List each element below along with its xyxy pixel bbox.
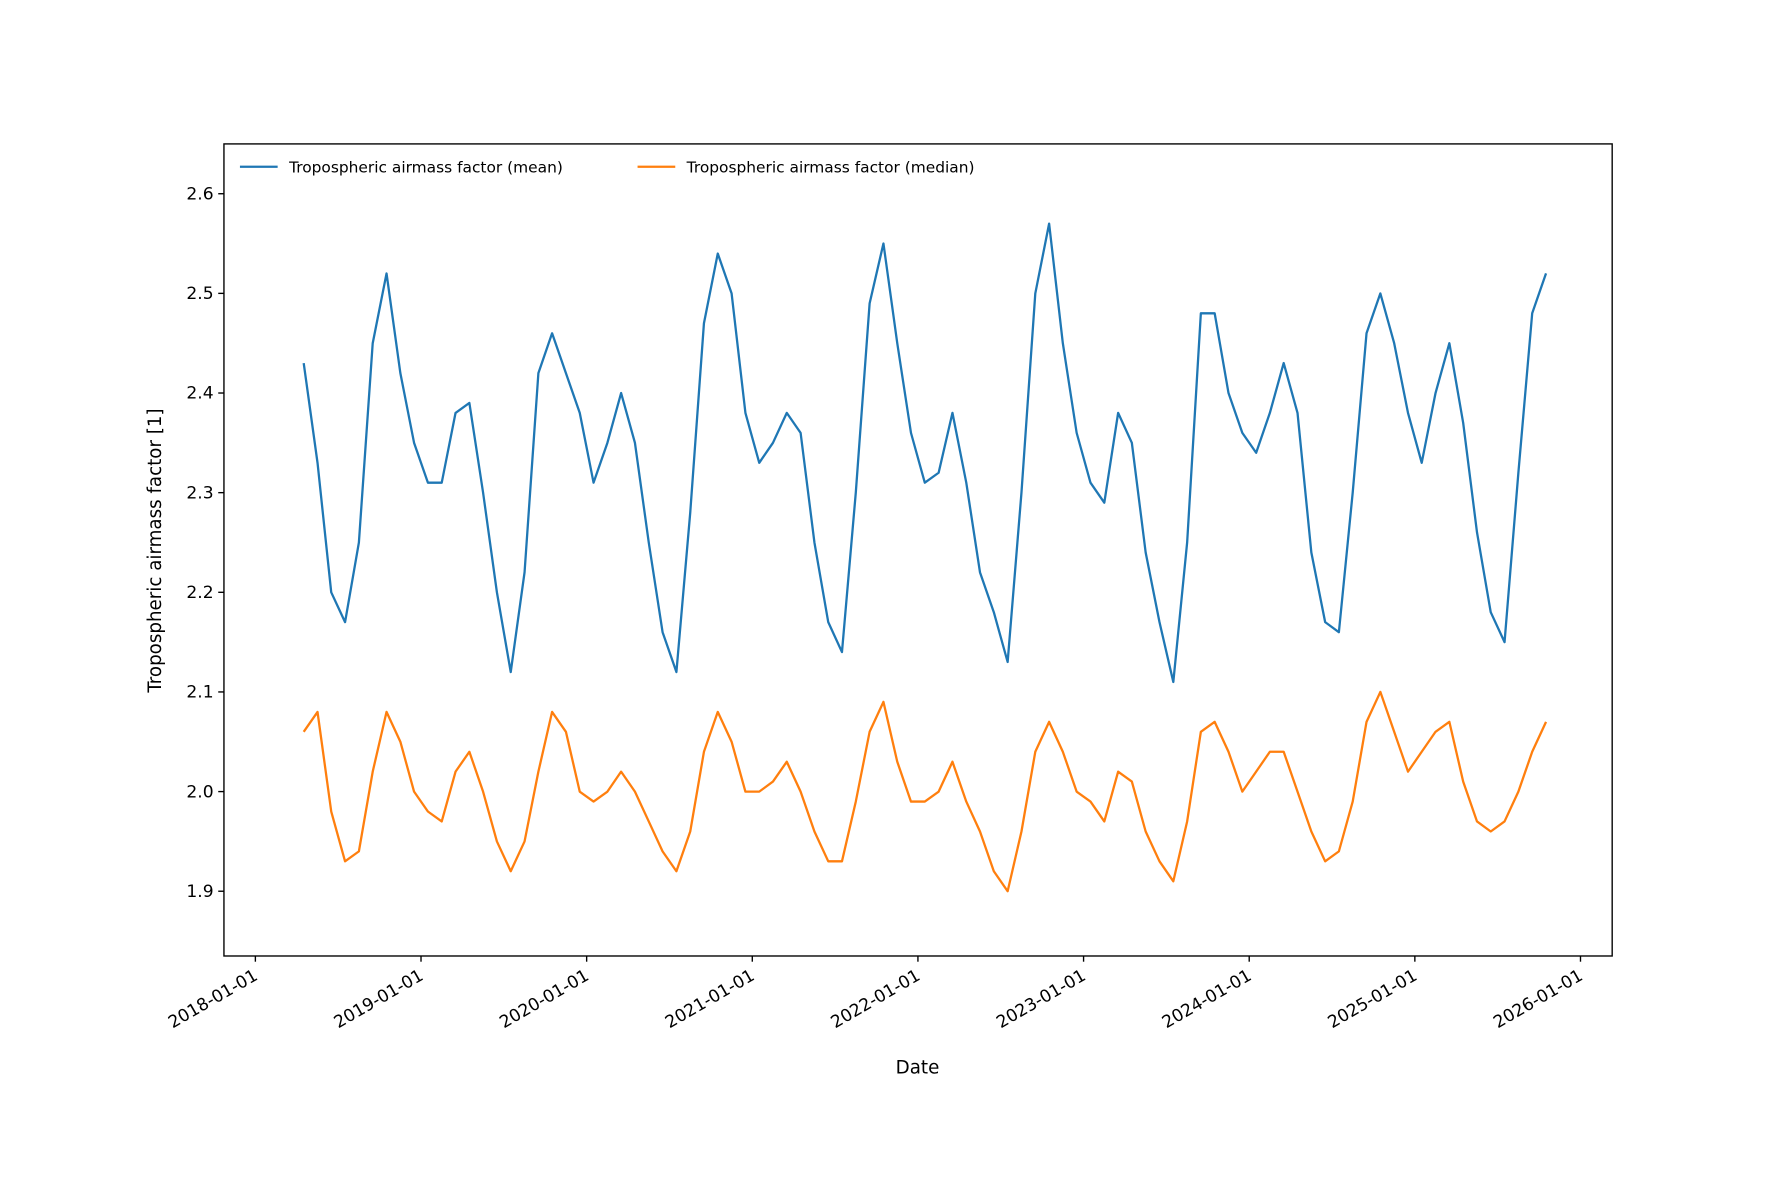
legend-label-mean: Tropospheric airmass factor (mean) [288, 158, 563, 176]
x-axis-label: Date [896, 1058, 940, 1079]
series-layer [302, 222, 1548, 893]
y-tick-label: 2.3 [186, 483, 213, 503]
y-tick-label: 2.6 [186, 184, 213, 204]
legend: Tropospheric airmass factor (mean) Tropo… [239, 158, 975, 176]
y-tick-label: 2.5 [186, 284, 213, 304]
y-tick-label: 2.4 [186, 384, 213, 404]
y-axis-label: Tropospheric airmass factor [1] [145, 408, 166, 693]
y-axis: 1.9 2.0 2.1 2.2 2.3 2.4 2.5 2.6 [186, 184, 224, 902]
y-tick-label: 2.2 [186, 583, 213, 603]
legend-label-median: Tropospheric airmass factor (median) [686, 158, 975, 176]
y-tick-label: 1.9 [186, 882, 213, 902]
y-tick-label: 2.1 [186, 683, 213, 703]
series-line-median [302, 690, 1548, 893]
series-line-mean [302, 222, 1548, 684]
y-tick-label: 2.0 [186, 782, 213, 802]
